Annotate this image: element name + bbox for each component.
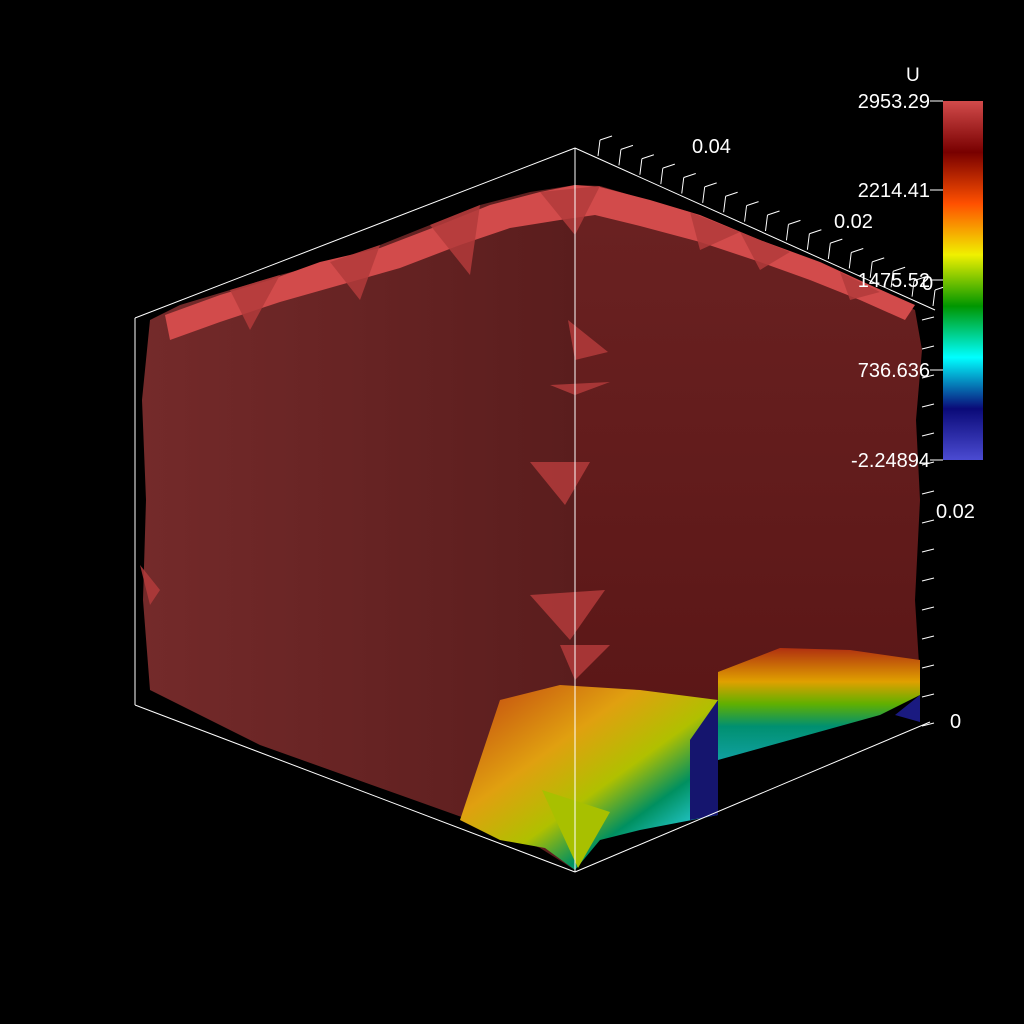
- axis-tick: [921, 490, 935, 495]
- axis-tick: [921, 316, 935, 321]
- axis-labels: 0.04 0.02 0 0.02 0: [692, 136, 975, 733]
- top-axis-tick-label: 0.04: [692, 136, 731, 158]
- axis-tick: [932, 289, 936, 307]
- axis-tick: [911, 280, 915, 297]
- axis-tick: [618, 149, 622, 166]
- field-gradient-region: [460, 685, 718, 870]
- axis-tick: [660, 168, 664, 185]
- colorbar-label: 736.636: [858, 360, 930, 382]
- axis-tick: [921, 461, 935, 466]
- right-axis-tick-label: 0: [950, 711, 961, 733]
- top-axis-tick-label: 0.02: [834, 211, 873, 233]
- axis-tick: [921, 722, 935, 727]
- axis-tick: [785, 224, 789, 241]
- axis-tick: [744, 205, 748, 222]
- right-axis-tick-label: 0.02: [936, 501, 975, 523]
- axis-tick: [683, 173, 696, 178]
- axis-tick: [806, 233, 810, 250]
- colorbar-label-max: 2953.29: [858, 91, 930, 113]
- field-cold-tip: [895, 695, 920, 722]
- colorbar-label-min: -2.24894: [851, 450, 930, 472]
- axis-tick: [641, 154, 655, 160]
- axis-tick: [704, 182, 717, 188]
- axis-tick: [921, 693, 935, 698]
- colorbar-ticks: [930, 100, 943, 461]
- axis-tick: [809, 229, 822, 235]
- axis-tick: [872, 257, 885, 263]
- axis-tick: [921, 635, 935, 640]
- axis-tick: [702, 186, 706, 203]
- axis-ticks: [597, 135, 948, 727]
- axis-tick: [639, 158, 643, 175]
- colorbar-title: U: [906, 65, 920, 86]
- axis-tick: [921, 374, 935, 379]
- axis-tick: [921, 548, 935, 553]
- axis-tick: [620, 144, 634, 150]
- axis-tick: [921, 403, 935, 408]
- axis-tick: [723, 196, 727, 213]
- axis-tick: [767, 210, 780, 216]
- axis-tick: [765, 214, 768, 232]
- axis-tick: [746, 201, 759, 207]
- axis-tick: [597, 139, 601, 157]
- axis-tick: [848, 252, 852, 269]
- axis-tick: [830, 238, 843, 244]
- axis-tick: [921, 345, 935, 350]
- axis-tick: [921, 432, 935, 437]
- axis-tick: [681, 177, 685, 194]
- axis-tick: [913, 276, 927, 282]
- colorbar-legend: U 2953.29 2214.41 1475.52 736.636 -2.248…: [851, 65, 983, 472]
- colorbar-label: 2214.41: [858, 180, 930, 202]
- field-band-right: [718, 648, 920, 760]
- surface-left-face: [142, 185, 575, 870]
- axis-tick: [890, 271, 894, 288]
- axis-tick: [869, 261, 873, 278]
- axis-tick: [921, 664, 935, 669]
- colorbar-label: 1475.52: [858, 270, 930, 292]
- axis-tick: [892, 266, 906, 272]
- field-cold-strip: [690, 700, 718, 820]
- colorbar-gradient-bar: [943, 101, 983, 460]
- axis-tick: [921, 577, 935, 582]
- axis-tick: [851, 248, 864, 253]
- bounding-box: [134, 147, 936, 873]
- axis-tick: [599, 135, 613, 141]
- axis-tick: [725, 191, 738, 197]
- axis-tick: [662, 163, 675, 169]
- axis-tick: [788, 219, 801, 225]
- top-axis-tick-label: 0: [922, 273, 933, 295]
- axis-tick: [827, 243, 831, 260]
- mesh-surface: [140, 185, 922, 870]
- field-yellow-facet: [542, 790, 610, 868]
- axis-tick: [921, 519, 935, 524]
- axis-tick: [921, 606, 935, 611]
